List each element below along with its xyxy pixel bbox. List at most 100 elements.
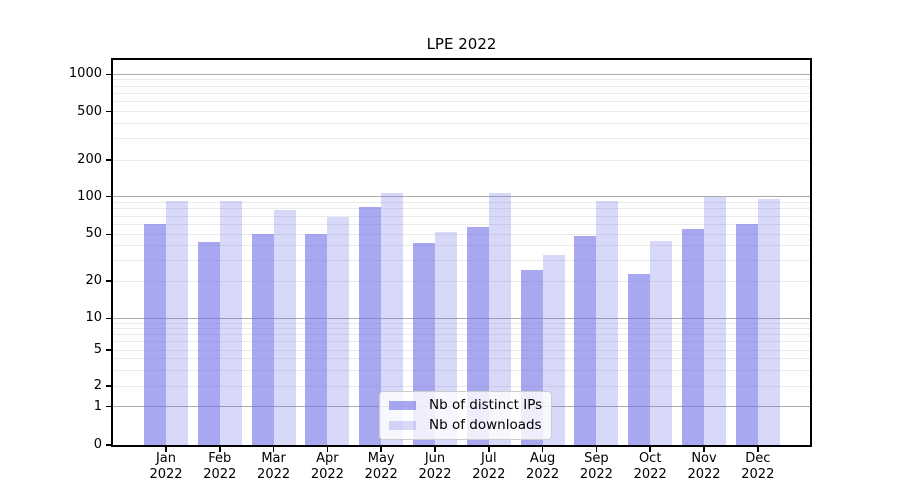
bar-downloads [488,193,511,445]
legend-label: Nb of distinct IPs [429,397,543,413]
minor-gridline [113,245,810,247]
x-tick-mark [380,447,382,452]
x-tick-label: Apr 2022 [310,451,344,482]
minor-gridline [113,101,810,103]
major-gridline [113,73,810,75]
minor-gridline [113,358,810,360]
minor-gridline [113,215,810,217]
y-tick-mark [106,405,111,408]
bar-distinct-ips [466,227,489,445]
legend-swatch [389,420,416,430]
x-tick-label: Oct 2022 [633,451,667,482]
x-tick-mark [326,447,329,452]
y-tick-label: 50 [85,226,102,242]
x-tick-mark [165,447,167,452]
bar-distinct-ips [574,236,597,445]
x-tick-label: May 2022 [364,451,398,482]
minor-gridline [113,79,810,81]
minor-gridline [113,349,810,351]
bar-downloads [650,240,673,445]
x-tick-mark [595,447,598,452]
y-tick-mark [106,444,111,446]
x-tick-mark [541,447,544,452]
minor-gridline [113,208,810,210]
y-tick-mark [106,233,111,236]
minor-gridline [113,111,810,113]
bar-downloads [219,201,242,445]
minor-gridline [113,322,810,324]
major-gridline [113,196,810,198]
y-tick-label: 500 [77,103,102,119]
minor-gridline [113,259,810,261]
bar-downloads [704,196,726,445]
x-tick-label: Dec 2022 [741,451,775,482]
minor-gridline [113,85,810,87]
x-tick-mark [649,447,651,452]
bar-distinct-ips [682,229,704,445]
bar-downloads [757,198,780,445]
minor-gridline [113,341,810,343]
bar-downloads [596,200,619,445]
legend: Nb of distinct IPs Nb of downloads [379,391,553,440]
bar-distinct-ips [197,241,220,445]
minor-gridline [113,334,810,336]
bar-distinct-ips [144,223,166,445]
x-tick-label: Jan 2022 [149,451,183,482]
y-tick-label: 5 [93,342,102,357]
y-tick-label: 1000 [68,66,102,82]
y-tick-mark [106,159,111,161]
bar-downloads [327,216,350,445]
bar-downloads [273,210,296,445]
minor-gridline [113,138,810,140]
bar-distinct-ips [305,234,328,445]
minor-gridline [113,201,810,203]
legend-swatch [389,400,416,410]
bar-downloads [381,193,404,445]
y-tick-label: 100 [77,188,102,204]
legend-item: Nb of downloads [389,417,542,433]
y-tick-mark [106,73,111,76]
y-tick-label: 200 [77,152,102,168]
minor-gridline [113,280,810,282]
y-tick-label: 0 [93,437,102,452]
y-tick-label: 20 [85,273,102,288]
minor-gridline [113,159,810,161]
x-tick-label: Mar 2022 [257,451,291,482]
x-tick-mark [434,447,436,452]
legend-label: Nb of downloads [429,417,542,433]
minor-gridline [113,223,810,225]
y-tick-label: 1 [93,398,102,414]
minor-gridline [113,233,810,235]
x-tick-mark [488,447,490,452]
minor-gridline [113,385,810,387]
bar-distinct-ips [359,207,382,445]
x-tick-mark [219,447,221,452]
chart-title: LPE 2022 [426,35,497,53]
x-tick-label: Jul 2022 [472,451,506,482]
y-tick-label: 2 [93,378,102,393]
minor-gridline [113,369,810,371]
y-tick-mark [106,110,111,113]
y-tick-mark [106,195,111,198]
y-tick-mark [106,349,111,351]
y-tick-mark [106,317,111,320]
x-tick-label: Sep 2022 [579,451,613,482]
minor-gridline [113,93,810,95]
y-tick-label: 10 [85,310,102,326]
bar-distinct-ips [735,224,758,445]
x-tick-label: Feb 2022 [203,451,237,482]
plot-area: Nb of distinct IPs Nb of downloads [111,58,812,447]
minor-gridline [113,328,810,329]
bar-distinct-ips [251,234,274,445]
x-tick-label: Jun 2022 [418,451,452,482]
minor-gridline [113,122,810,124]
legend-item: Nb of distinct IPs [389,397,542,413]
bar-downloads [166,201,188,445]
x-tick-label: Aug 2022 [526,451,560,482]
y-tick-mark [106,280,111,282]
x-tick-label: Nov 2022 [687,451,721,482]
bar-distinct-ips [628,273,651,445]
x-tick-mark [703,447,705,452]
y-tick-mark [106,385,111,387]
